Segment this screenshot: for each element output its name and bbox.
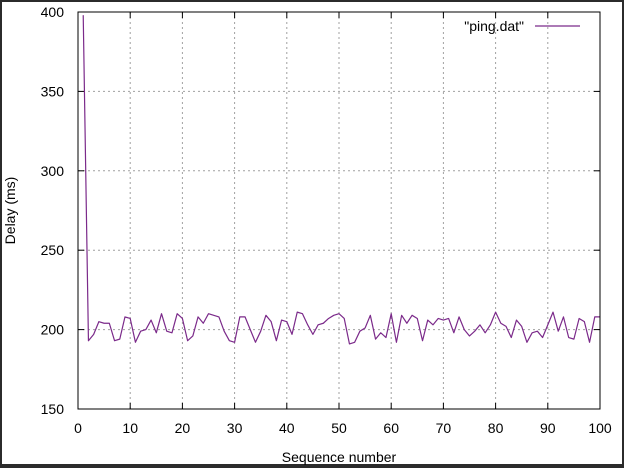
plot-area-border [77,11,601,410]
x-tick-label: 40 [279,420,295,436]
y-tick-label: 300 [41,163,65,179]
x-tick-label: 50 [331,420,347,436]
x-tick-label: 70 [436,420,452,436]
y-axis-label: Delay (ms) [2,177,18,245]
legend-label-ping-dat: "ping.dat" [464,18,524,34]
x-tick-label: 60 [383,420,399,436]
legend: "ping.dat" [464,18,580,34]
x-tick-label: 20 [175,420,191,436]
x-tick-label: 100 [588,420,612,436]
y-tick-labels: 150 200 250 300 350 400 [41,4,65,417]
y-tick-label: 250 [41,242,65,258]
x-axis-label: Sequence number [282,449,397,465]
x-tick-label: 10 [122,420,138,436]
x-tick-label: 80 [488,420,504,436]
y-tick-label: 150 [41,401,65,417]
series-line-ping-dat [82,15,600,345]
y-tick-label: 350 [41,83,65,99]
x-tick-label: 90 [540,420,556,436]
y-tick-label: 200 [41,322,65,338]
x-tick-labels: 0 10 20 30 40 50 60 70 80 90 100 [74,420,612,436]
x-tick-label: 30 [227,420,243,436]
x-tick-label: 0 [74,420,82,436]
series-layer [82,15,600,345]
grid-lines [78,12,600,409]
y-tick-label: 400 [41,4,65,20]
